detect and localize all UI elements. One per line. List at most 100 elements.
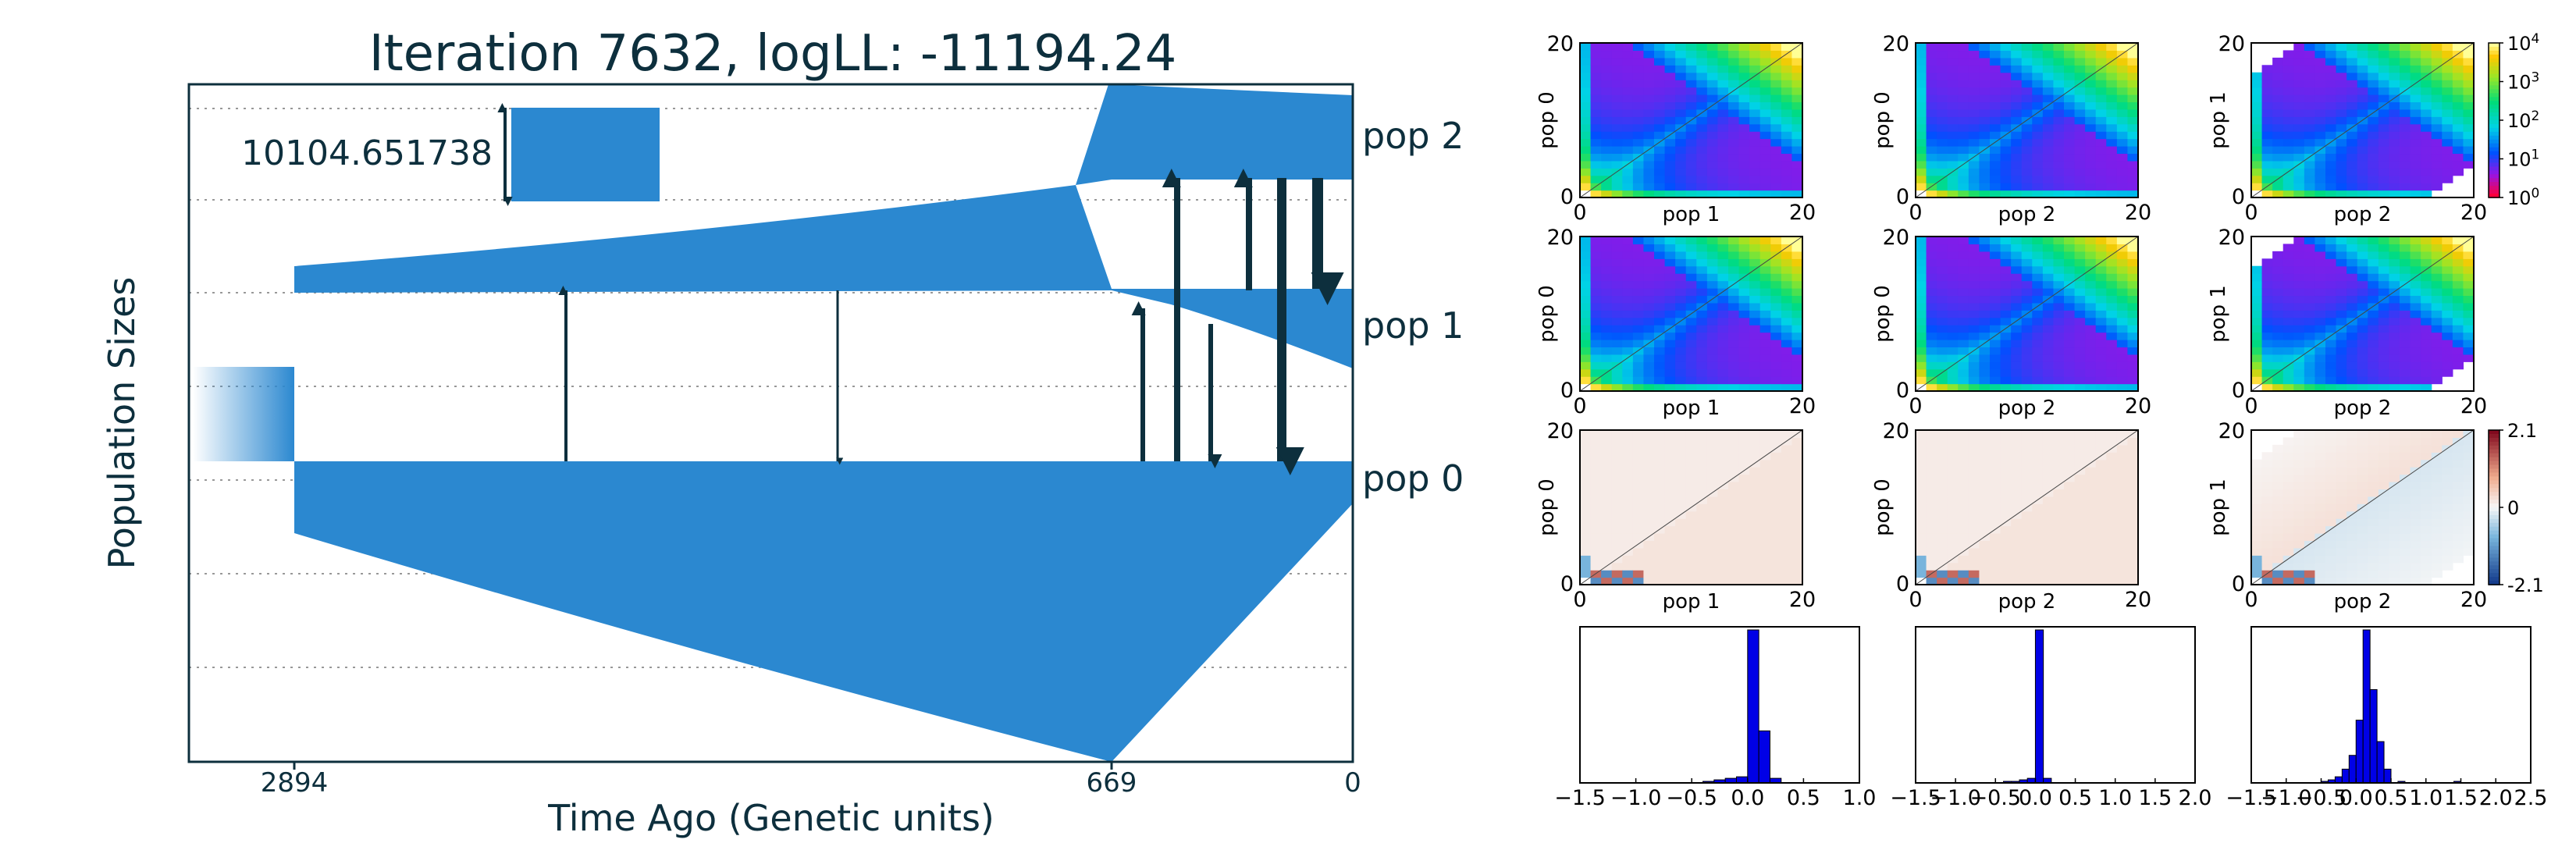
heatmap-cell xyxy=(1958,310,1969,318)
colorbar-segment xyxy=(2489,430,2500,435)
heatmap-cell xyxy=(2251,467,2263,475)
heatmap-cell xyxy=(2336,332,2347,340)
heatmap-cell xyxy=(1580,361,1592,370)
heatmap-cell xyxy=(2357,459,2368,468)
heatmap-cell xyxy=(2251,496,2263,504)
heatmap-cell xyxy=(1958,175,1969,183)
heatmap-cell xyxy=(1580,50,1592,59)
heatmap-cell xyxy=(1622,325,1634,333)
heatmap-cell xyxy=(2347,368,2358,377)
heatmap-cell xyxy=(1937,430,1948,439)
heatmap-cell xyxy=(1611,496,1623,504)
heatmap-cell xyxy=(1632,87,1645,95)
heatmap-cell xyxy=(1611,310,1623,318)
heatmap-cell xyxy=(2463,94,2475,103)
heatmap-cell xyxy=(1654,376,1666,385)
colorbar-segment xyxy=(2489,62,2500,67)
heatmap-cell xyxy=(2421,570,2432,578)
heatmap-cell xyxy=(1990,244,2001,252)
heatmap-cell xyxy=(2127,87,2139,95)
heatmap-cell xyxy=(2293,146,2305,155)
histogram: −1.5 −1.0 −0.5 0.0 0.5 1.0 xyxy=(1554,626,1876,810)
heatmap-cell xyxy=(2000,562,2012,571)
heatmap-cell xyxy=(2053,190,2065,198)
heatmap-cell xyxy=(1590,577,1602,585)
heatmap-cell xyxy=(2304,376,2316,385)
heatmap-cell xyxy=(2304,437,2316,446)
heatmap-cell xyxy=(2282,288,2294,297)
heatmap-cell xyxy=(2400,503,2411,512)
heatmap-cell xyxy=(1926,94,1937,103)
heatmap-cell xyxy=(1947,376,1959,385)
heatmap-cell xyxy=(1979,273,1991,282)
heatmap-cell xyxy=(1675,376,1687,385)
heatmap-cell xyxy=(1611,317,1623,325)
heatmap-cell xyxy=(1675,288,1687,297)
heatmap-cell xyxy=(2304,332,2316,340)
heatmap-cell xyxy=(1664,555,1676,564)
heatmap-cell xyxy=(1937,383,1948,392)
heatmap-cell xyxy=(2304,116,2316,125)
heatmap-cell xyxy=(2293,540,2305,549)
heatmap-cell xyxy=(1770,518,1782,527)
heatmap-cell xyxy=(2314,265,2326,274)
heatmap-cell xyxy=(1759,87,1771,95)
heatmap-cell xyxy=(2011,459,2023,468)
heatmap-cell xyxy=(2042,168,2055,176)
heatmap-cell xyxy=(2293,131,2305,140)
heatmap-cell xyxy=(2272,510,2284,519)
heatmap-cell xyxy=(2032,310,2044,318)
heatmap-cell xyxy=(2357,555,2368,564)
heatmap-cell xyxy=(1770,175,1782,183)
heatmap-cell xyxy=(1696,116,1708,125)
heatmap-cell xyxy=(1664,295,1676,304)
heatmap-cell xyxy=(2347,555,2358,564)
heatmap-cell xyxy=(1717,317,1729,325)
y-axis-label: pop 0 xyxy=(1871,285,1895,343)
heatmap-cell xyxy=(1770,146,1782,155)
colorbar-segment xyxy=(2489,573,2500,578)
x-axis-label: pop 1 xyxy=(1663,203,1720,226)
heatmap-cell xyxy=(1749,482,1761,490)
heatmap-cell xyxy=(2442,153,2453,162)
heatmap-cell xyxy=(1770,503,1782,512)
histogram-bar xyxy=(2341,768,2350,784)
heatmap-cell xyxy=(2021,383,2033,392)
heatmap-cell xyxy=(1590,437,1602,446)
heatmap-cell xyxy=(1664,430,1676,439)
colorbar-segment xyxy=(2489,581,2500,585)
heatmap-cell xyxy=(1601,108,1613,117)
heatmap-cell xyxy=(2074,577,2086,585)
heatmap-cell xyxy=(2442,459,2453,468)
heatmap-cell xyxy=(2442,518,2453,527)
heatmap-cell xyxy=(2127,280,2139,289)
heatmap-cell xyxy=(2410,101,2421,110)
x-tick-label: 20 xyxy=(2125,588,2151,612)
heatmap-cell xyxy=(2053,577,2065,585)
heatmap-cell xyxy=(2431,489,2443,497)
heatmap-cell xyxy=(2400,302,2411,311)
heatmap-cell xyxy=(1749,65,1761,73)
heatmap-cell xyxy=(1675,570,1687,578)
heatmap-cell xyxy=(1968,50,1980,59)
heatmap-cell xyxy=(2368,354,2379,362)
heatmap-cell xyxy=(2251,175,2263,183)
heatmap-cell xyxy=(1580,555,1592,564)
heatmap-cell xyxy=(2021,467,2033,475)
heatmap-cell xyxy=(2389,265,2400,274)
heatmap-cell xyxy=(2032,183,2044,191)
heatmap-cell xyxy=(1654,437,1666,446)
heatmap-cell xyxy=(1916,555,1927,564)
heatmap-cell xyxy=(2442,525,2453,534)
heatmap-cell xyxy=(1675,153,1687,162)
heatmap-cell xyxy=(1990,57,2001,66)
heatmap-cell xyxy=(2272,376,2284,385)
heatmap-cell xyxy=(2053,332,2065,340)
heatmap-cell xyxy=(1937,354,1948,362)
heatmap-cell xyxy=(2400,340,2411,348)
heatmap-cell xyxy=(2042,570,2055,578)
heatmap-cell xyxy=(2368,258,2379,267)
heatmap-cell xyxy=(2325,368,2337,377)
heatmap-cell xyxy=(2127,258,2139,267)
heatmap-cell xyxy=(1937,525,1948,534)
